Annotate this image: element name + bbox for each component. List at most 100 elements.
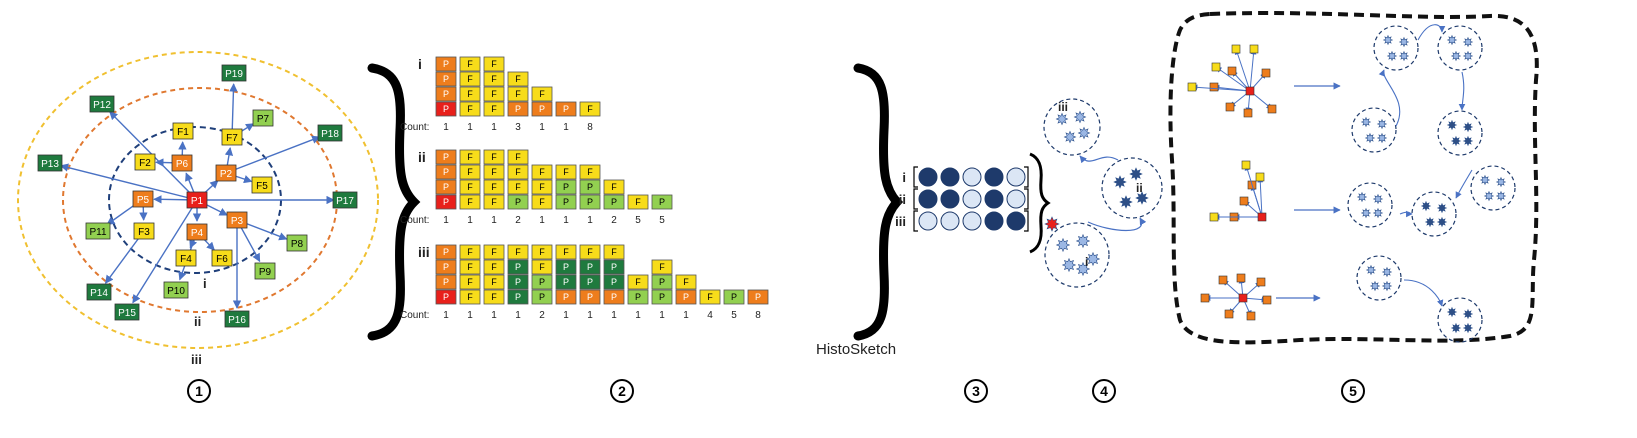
- sketch-row-iii: iii: [895, 210, 1029, 232]
- hist-cell: F: [459, 289, 481, 305]
- sketch-cell: [918, 189, 938, 209]
- hist-cell: P: [507, 274, 529, 290]
- count-value: 1: [491, 122, 497, 133]
- count-value: 1: [683, 310, 689, 321]
- result-cluster: [1351, 107, 1397, 153]
- svg-text:F: F: [515, 74, 521, 84]
- panel-ego-network: P1 P2 P3 P4 P5 P6 F1 F2 F3 F4 F5 F6 F7 P7 P8 P9 P10 P11 P1…: [17, 51, 379, 367]
- svg-text:F: F: [467, 292, 473, 302]
- node-label: P4: [191, 228, 204, 239]
- hist-cell: F: [675, 274, 697, 290]
- svg-text:F: F: [491, 59, 497, 69]
- sketch-cell: [940, 167, 960, 187]
- hist-cell: F: [483, 164, 505, 180]
- svg-text:P: P: [683, 292, 689, 302]
- count-value: 1: [467, 215, 473, 226]
- count-value: 1: [611, 310, 617, 321]
- sketch-cell: [984, 189, 1004, 209]
- svg-text:P: P: [443, 104, 449, 114]
- svg-text:P: P: [659, 292, 665, 302]
- hist-cell: F: [699, 289, 721, 305]
- hist-cell: P: [507, 289, 529, 305]
- row-label: iii: [418, 244, 430, 260]
- hist-cell: F: [531, 86, 553, 102]
- hist-cell: F: [603, 179, 625, 195]
- hist-cell: P: [651, 194, 673, 210]
- svg-text:F: F: [467, 197, 473, 207]
- hist-cell: F: [459, 244, 481, 260]
- node-label: F7: [226, 133, 238, 144]
- hist-cell: P: [651, 289, 673, 305]
- result-cluster: [1411, 191, 1457, 237]
- svg-text:P: P: [587, 292, 593, 302]
- hist-cell: P: [435, 244, 457, 260]
- count-value: 1: [443, 310, 449, 321]
- svg-text:F: F: [491, 247, 497, 257]
- node-label: P14: [90, 288, 108, 299]
- cluster-transition: [1458, 71, 1466, 111]
- count-value: 1: [587, 310, 593, 321]
- transition-arrow: [1087, 217, 1147, 232]
- node-p12: P12: [89, 95, 115, 113]
- sketch-cell: [1006, 211, 1026, 231]
- node-label: F3: [138, 227, 150, 238]
- svg-text:F: F: [635, 197, 641, 207]
- matrix-brace: [1029, 152, 1051, 254]
- svg-text:P: P: [539, 292, 545, 302]
- hist-cell: F: [483, 289, 505, 305]
- sketch-cell: [962, 189, 982, 209]
- hist-cell: F: [531, 244, 553, 260]
- svg-text:P: P: [611, 197, 617, 207]
- node-f5: F5: [251, 176, 273, 194]
- hist-cell: P: [435, 101, 457, 117]
- hist-cell: P: [507, 259, 529, 275]
- node-label: P12: [93, 100, 111, 111]
- hist-cell: P: [579, 194, 601, 210]
- svg-text:P: P: [587, 262, 593, 272]
- svg-text:P: P: [443, 74, 449, 84]
- hist-cell: F: [459, 164, 481, 180]
- sketch-cell: [940, 189, 960, 209]
- svg-text:F: F: [515, 247, 521, 257]
- hist-cell: P: [435, 149, 457, 165]
- svg-text:F: F: [467, 182, 473, 192]
- hist-cell: P: [435, 274, 457, 290]
- svg-text:P: P: [443, 152, 449, 162]
- svg-text:P: P: [515, 104, 521, 114]
- svg-text:F: F: [539, 247, 545, 257]
- node-p18: P18: [317, 124, 343, 142]
- svg-text:P: P: [563, 104, 569, 114]
- count-value: 1: [491, 310, 497, 321]
- count-value: 5: [731, 310, 737, 321]
- hist-cell: P: [723, 289, 745, 305]
- hist-cell: P: [555, 289, 577, 305]
- svg-text:P: P: [515, 292, 521, 302]
- cluster-label-i: i: [1085, 255, 1088, 269]
- node-f4: F4: [175, 249, 197, 267]
- svg-text:F: F: [611, 247, 617, 257]
- count-value: 1: [563, 122, 569, 133]
- svg-text:F: F: [467, 262, 473, 272]
- hist-cell: P: [435, 179, 457, 195]
- node-p11: P11: [85, 222, 111, 240]
- hist-cell: P: [531, 274, 553, 290]
- ring-label-i: i: [203, 276, 207, 291]
- node-f6: F6: [211, 249, 233, 267]
- hist-cell: P: [507, 101, 529, 117]
- row-label: i: [418, 56, 422, 72]
- count-value: 3: [515, 122, 521, 133]
- node-f3: F3: [133, 222, 155, 240]
- svg-text:iii: iii: [895, 214, 906, 229]
- count-value: 1: [635, 310, 641, 321]
- hist-cell: P: [747, 289, 769, 305]
- svg-text:F: F: [491, 182, 497, 192]
- svg-text:P: P: [587, 182, 593, 192]
- svg-text:P: P: [563, 197, 569, 207]
- node-label: P2: [220, 169, 233, 180]
- hist-cell: F: [483, 149, 505, 165]
- svg-text:F: F: [539, 89, 545, 99]
- hist-cell: F: [459, 56, 481, 72]
- svg-text:F: F: [467, 59, 473, 69]
